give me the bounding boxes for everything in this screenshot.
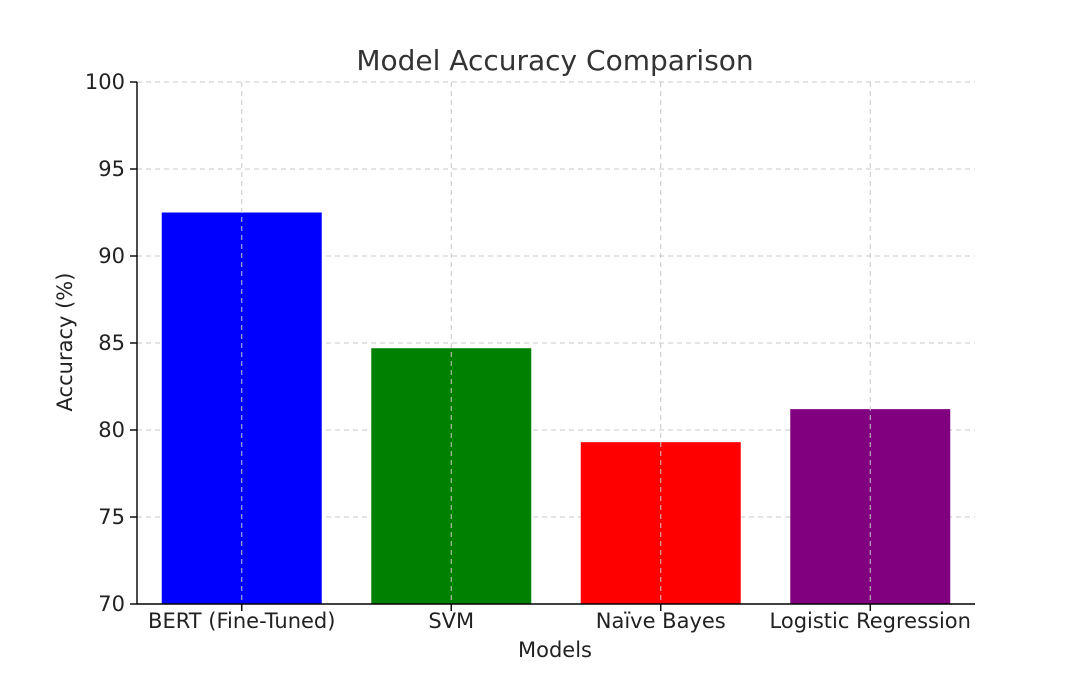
bar xyxy=(371,348,532,604)
y-axis-label: Accuracy (%) xyxy=(53,273,77,412)
y-tick-label: 80 xyxy=(98,418,125,442)
y-tick-label: 100 xyxy=(85,70,125,94)
chart-title: Model Accuracy Comparison xyxy=(356,44,753,77)
y-tick-label: 85 xyxy=(98,331,125,355)
y-tick-label: 70 xyxy=(98,592,125,616)
ticks-layer: 70 75 80 85 90 95 100 BERT (Fine-Tuned) SVM Naïve… xyxy=(85,70,971,633)
bars-layer xyxy=(161,212,951,604)
x-tick-label: SVM xyxy=(428,609,474,633)
x-tick-label: Logistic Regression xyxy=(770,609,971,633)
x-axis-label: Models xyxy=(518,638,592,662)
vertical-grid-layer xyxy=(241,82,871,604)
x-tick-label: BERT (Fine-Tuned) xyxy=(148,609,335,633)
y-tick-label: 95 xyxy=(98,157,125,181)
y-tick-label: 90 xyxy=(98,244,125,268)
y-tick-label: 75 xyxy=(98,505,125,529)
x-tick-label: Naïve Bayes xyxy=(596,609,726,633)
